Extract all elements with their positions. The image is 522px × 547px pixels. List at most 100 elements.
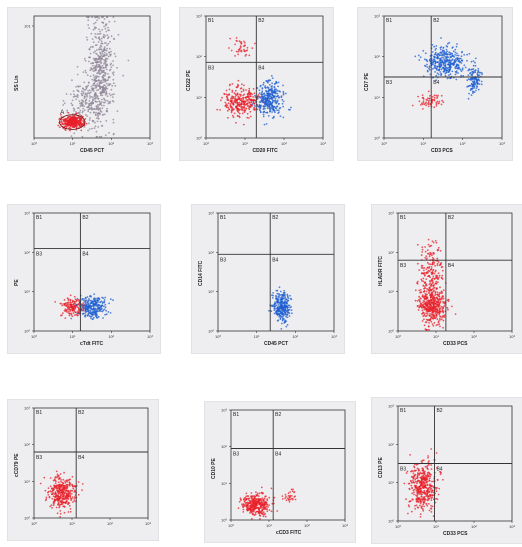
event-dot-gray (88, 92, 91, 95)
event-dot-red (246, 503, 249, 506)
event-dot-gray (97, 114, 99, 117)
event-dot-red (263, 504, 266, 507)
event-dot-gray (71, 99, 74, 102)
gate-label: A (60, 110, 64, 116)
event-dot-blue (286, 316, 289, 319)
event-dot-red (268, 509, 271, 511)
event-dot-blue (267, 87, 270, 89)
event-dot-blue (268, 99, 270, 102)
event-dot-red (248, 105, 251, 108)
event-dot-gray (94, 67, 97, 70)
event-dot-blue (441, 51, 444, 53)
quadrant-label-b3: B3 (220, 257, 226, 263)
event-dot-red (243, 497, 246, 499)
event-dot-gray (79, 113, 81, 116)
event-dot-red (423, 489, 426, 492)
event-dot-gray (76, 107, 79, 109)
event-dot-gray (101, 28, 104, 31)
event-dot-gray (88, 128, 91, 130)
event-dot-blue (429, 59, 431, 61)
event-dot-red (243, 50, 246, 52)
event-dot-gray (105, 82, 108, 85)
event-dot-red (238, 115, 241, 118)
event-dot-red (436, 309, 439, 312)
event-dot-blue (271, 77, 274, 79)
event-dot-gray (93, 76, 96, 79)
event-dot-blue (460, 51, 463, 54)
event-dot-red (258, 492, 261, 495)
event-dot-red (421, 320, 424, 322)
event-dot-blue (445, 61, 448, 63)
event-dot-blue (259, 100, 261, 103)
event-dot-red (416, 473, 419, 476)
event-dot-red (263, 501, 265, 504)
event-dot-red (229, 104, 232, 107)
event-dot-blue (88, 309, 91, 312)
event-dot-red (58, 491, 61, 494)
event-dot-red (422, 277, 425, 280)
event-dot-red (266, 499, 269, 502)
event-dot-red (233, 97, 236, 100)
event-dot-red (425, 309, 428, 312)
event-dot-red (433, 286, 436, 289)
event-dot-gray (97, 126, 100, 128)
event-dot-red (253, 92, 256, 95)
event-dot-red (66, 487, 68, 490)
event-dot-gray (103, 18, 106, 20)
event-dot-blue (263, 107, 265, 109)
event-dot-blue (440, 46, 443, 48)
event-dot-red (427, 498, 430, 501)
event-dot-blue (258, 89, 261, 92)
event-dot-gray (105, 42, 107, 44)
event-dot-red (422, 483, 424, 485)
event-dot-red (248, 93, 251, 96)
event-dot-red (421, 491, 424, 493)
event-dot-red (432, 486, 435, 489)
event-dot-red (436, 293, 439, 296)
event-dot-blue (270, 310, 273, 313)
event-dot-red (433, 296, 436, 299)
event-dot-blue (414, 55, 417, 58)
event-dot-blue (457, 72, 459, 74)
event-dot-gray (105, 120, 108, 122)
event-dot-red (60, 496, 62, 499)
x-tick-label: 10⁰ (228, 523, 234, 528)
cytometry-panel-9: B1 B2 B3 B4 10⁰ 10¹ 10² 10³ 10³ 10² 10¹ 10⁰ CD13 PE C… (372, 398, 522, 543)
event-dot-blue (477, 74, 479, 77)
y-tick-label: 10² (221, 444, 227, 449)
event-dot-blue (93, 300, 95, 302)
event-dot-red (240, 105, 243, 108)
event-dot-red (245, 96, 247, 99)
event-dot-blue (265, 89, 267, 92)
event-dot-gray (101, 52, 104, 55)
event-dot-red (250, 95, 252, 98)
event-dot-red (426, 297, 429, 300)
event-dot-red (238, 101, 241, 104)
event-dot-red (431, 505, 434, 508)
y-axis-title: SS Lin (14, 75, 20, 91)
event-dot-red (232, 101, 235, 104)
event-dot-red (60, 491, 63, 494)
event-dot-red (421, 94, 424, 96)
event-dot-red (66, 117, 69, 120)
event-dot-red (437, 323, 439, 326)
event-dot-blue (277, 112, 280, 114)
event-dot-gray (106, 87, 109, 90)
event-dot-blue (472, 68, 475, 71)
event-dot-red (253, 496, 255, 498)
event-dot-red (416, 262, 419, 265)
event-dot-blue (446, 50, 448, 53)
event-dot-blue (444, 53, 447, 55)
event-dot-blue (426, 63, 428, 66)
event-dot-blue (102, 317, 104, 319)
event-dot-blue (90, 315, 93, 318)
event-dot-gray (92, 96, 94, 99)
event-dot-red (440, 472, 442, 474)
event-dot-blue (290, 306, 292, 308)
event-dot-red (54, 482, 57, 484)
event-dot-blue (467, 69, 470, 72)
event-dot-gray (96, 72, 98, 75)
quadrant-label-b4: B4 (78, 455, 84, 461)
event-dot-red (428, 300, 431, 303)
